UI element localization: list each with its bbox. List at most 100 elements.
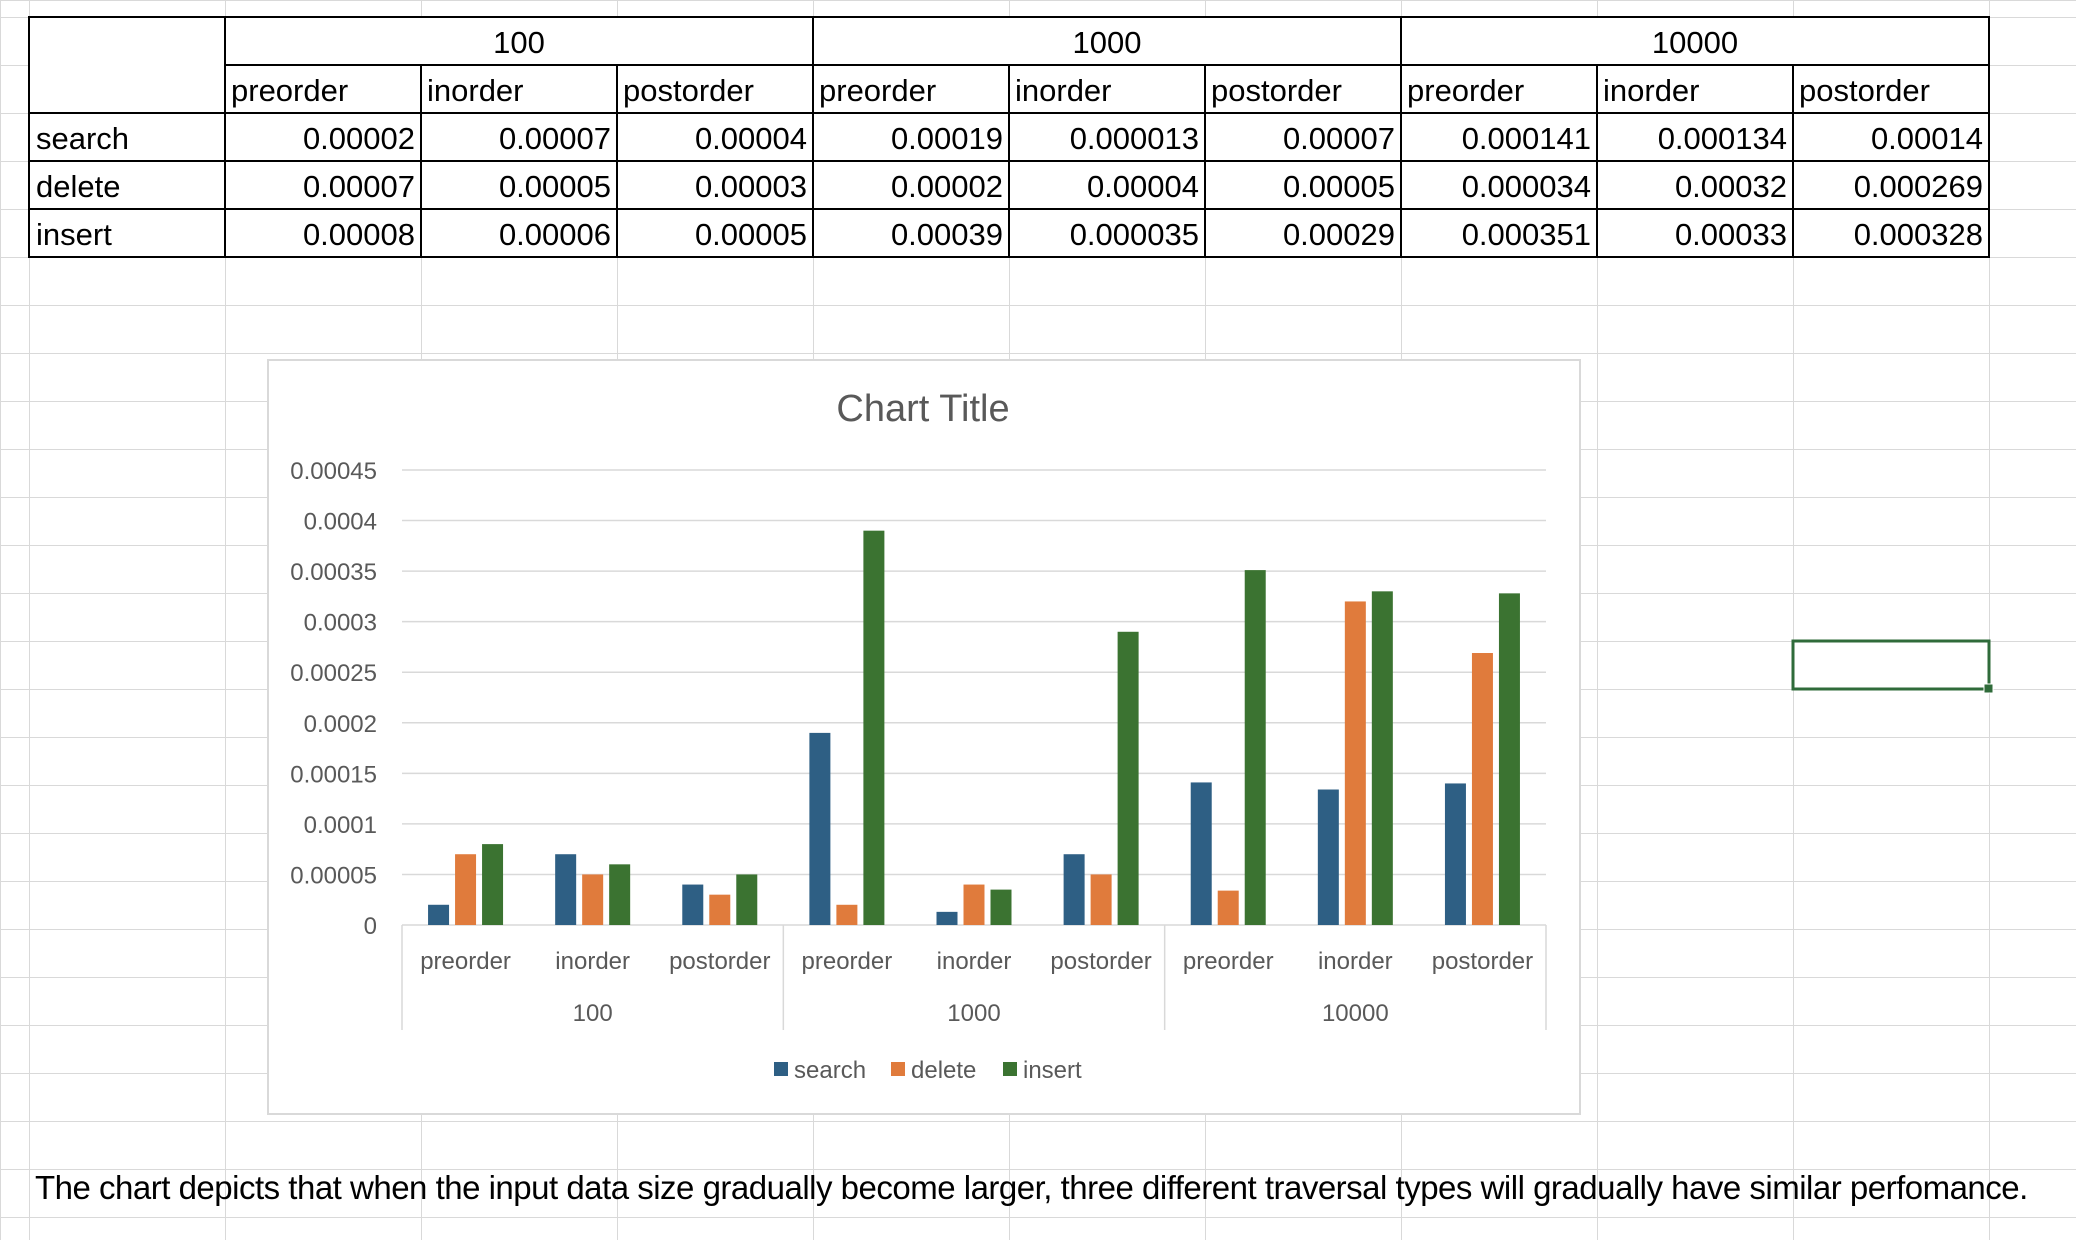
- table-group-header[interactable]: 10000: [1652, 25, 1738, 60]
- legend-label: delete: [911, 1057, 976, 1084]
- legend-swatch: [891, 1062, 905, 1076]
- bar-insert[interactable]: [482, 844, 504, 925]
- bar-delete[interactable]: [1090, 874, 1112, 925]
- table-cell[interactable]: 0.00029: [1283, 217, 1395, 252]
- table-row-label[interactable]: delete: [36, 169, 120, 204]
- chart-bars: [428, 530, 1520, 925]
- x-tick-label: preorder: [1183, 948, 1274, 975]
- table-cell[interactable]: 0.00003: [695, 169, 807, 204]
- table-traversal-header[interactable]: preorder: [1407, 73, 1524, 108]
- table-cell[interactable]: 0.00019: [891, 121, 1003, 156]
- bar-search[interactable]: [936, 911, 958, 925]
- x-tick-label: inorder: [555, 948, 630, 975]
- y-tick-label: 0.0002: [304, 711, 377, 738]
- bar-delete[interactable]: [1217, 890, 1239, 925]
- fill-handle[interactable]: [1983, 683, 1994, 694]
- active-cell-selection[interactable]: [1791, 639, 1994, 694]
- x-group-label: 100: [573, 1000, 613, 1027]
- bar-delete[interactable]: [582, 874, 604, 925]
- table-cell[interactable]: 0.00007: [499, 121, 611, 156]
- x-tick-label: preorder: [420, 948, 511, 975]
- table-traversal-header[interactable]: postorder: [1799, 73, 1930, 108]
- bar-insert[interactable]: [736, 874, 758, 925]
- y-tick-label: 0.00045: [290, 458, 377, 485]
- bar-search[interactable]: [1444, 783, 1466, 925]
- table-traversal-header[interactable]: preorder: [231, 73, 348, 108]
- bar-delete[interactable]: [709, 894, 731, 925]
- table-cell[interactable]: 0.00005: [499, 169, 611, 204]
- bar-insert[interactable]: [863, 530, 885, 925]
- table-traversal-header[interactable]: postorder: [1211, 73, 1342, 108]
- table-group-header[interactable]: 1000: [1073, 25, 1142, 60]
- bar-delete[interactable]: [455, 854, 477, 925]
- bar-search[interactable]: [809, 732, 831, 925]
- chart-legend[interactable]: search delete insert: [774, 1057, 1082, 1084]
- table-cell[interactable]: 0.000328: [1854, 217, 1983, 252]
- legend-swatch: [774, 1062, 788, 1076]
- table-cell[interactable]: 0.000035: [1070, 217, 1199, 252]
- legend-label: search: [794, 1057, 866, 1084]
- table-traversal-header[interactable]: inorder: [1015, 73, 1112, 108]
- bar-search[interactable]: [1190, 782, 1212, 925]
- bar-insert[interactable]: [1371, 591, 1393, 925]
- table-cell[interactable]: 0.000134: [1658, 121, 1787, 156]
- table-cell[interactable]: 0.000269: [1854, 169, 1983, 204]
- x-group-label: 10000: [1322, 1000, 1389, 1027]
- table-cell[interactable]: 0.00008: [303, 217, 415, 252]
- table-cell[interactable]: 0.00007: [303, 169, 415, 204]
- bar-chart[interactable]: Chart Title 0 0.00005 0.0001 0.00015 0.0002 0.…: [267, 359, 1581, 1115]
- table-cell[interactable]: 0.00004: [1087, 169, 1199, 204]
- table-cell[interactable]: 0.000013: [1070, 121, 1199, 156]
- table-cell[interactable]: 0.00006: [499, 217, 611, 252]
- bar-delete[interactable]: [1344, 601, 1366, 925]
- bar-search[interactable]: [428, 904, 450, 925]
- legend-swatch: [1003, 1062, 1017, 1076]
- x-tick-label: inorder: [937, 948, 1012, 975]
- table-traversal-header[interactable]: inorder: [1603, 73, 1700, 108]
- table-row-label[interactable]: search: [36, 121, 129, 156]
- bar-search[interactable]: [555, 854, 577, 925]
- bar-search[interactable]: [1063, 854, 1085, 925]
- bar-insert[interactable]: [1498, 593, 1520, 925]
- table-row-label[interactable]: insert: [36, 217, 112, 252]
- table-cell[interactable]: 0.00004: [695, 121, 807, 156]
- x-tick-label: postorder: [669, 948, 770, 975]
- bar-delete[interactable]: [836, 904, 858, 925]
- x-tick-label: postorder: [1432, 948, 1533, 975]
- x-tick-label: postorder: [1050, 948, 1151, 975]
- bar-insert[interactable]: [609, 864, 631, 925]
- table-cell[interactable]: 0.00032: [1675, 169, 1787, 204]
- x-tick-label: inorder: [1318, 948, 1393, 975]
- bar-insert[interactable]: [1117, 631, 1139, 925]
- bar-delete[interactable]: [963, 884, 985, 925]
- y-tick-label: 0.0003: [304, 610, 377, 637]
- table-traversal-header[interactable]: preorder: [819, 73, 936, 108]
- table-cell[interactable]: 0.00039: [891, 217, 1003, 252]
- table-cell[interactable]: 0.00007: [1283, 121, 1395, 156]
- bar-insert[interactable]: [990, 889, 1012, 925]
- bar-delete[interactable]: [1471, 653, 1493, 925]
- y-tick-label: 0.00005: [290, 862, 377, 889]
- table-cell[interactable]: 0.00002: [891, 169, 1003, 204]
- x-group-label: 1000: [947, 1000, 1000, 1027]
- table-cell[interactable]: 0.00014: [1871, 121, 1983, 156]
- chart-title[interactable]: Chart Title: [836, 388, 1009, 430]
- table-cell[interactable]: 0.000351: [1462, 217, 1591, 252]
- bar-search[interactable]: [1317, 789, 1339, 925]
- table-cell[interactable]: 0.000141: [1462, 121, 1591, 156]
- y-tick-label: 0.0001: [304, 812, 377, 839]
- table-cell[interactable]: 0.00005: [695, 217, 807, 252]
- table-traversal-header[interactable]: inorder: [427, 73, 524, 108]
- table-traversal-header[interactable]: postorder: [623, 73, 754, 108]
- table-group-header[interactable]: 100: [493, 25, 545, 60]
- table-cell[interactable]: 0.000034: [1462, 169, 1591, 204]
- table-cell[interactable]: 0.00002: [303, 121, 415, 156]
- bar-insert[interactable]: [1244, 570, 1266, 925]
- bar-search[interactable]: [682, 884, 704, 925]
- table-cell[interactable]: 0.00033: [1675, 217, 1787, 252]
- chart-conclusion-note[interactable]: The chart depicts that when the input da…: [35, 1169, 2028, 1206]
- x-tick-label: preorder: [802, 948, 893, 975]
- x-axis: preorder inorder postorder preorder inorder p…: [401, 925, 1547, 1030]
- table-cell[interactable]: 0.00005: [1283, 169, 1395, 204]
